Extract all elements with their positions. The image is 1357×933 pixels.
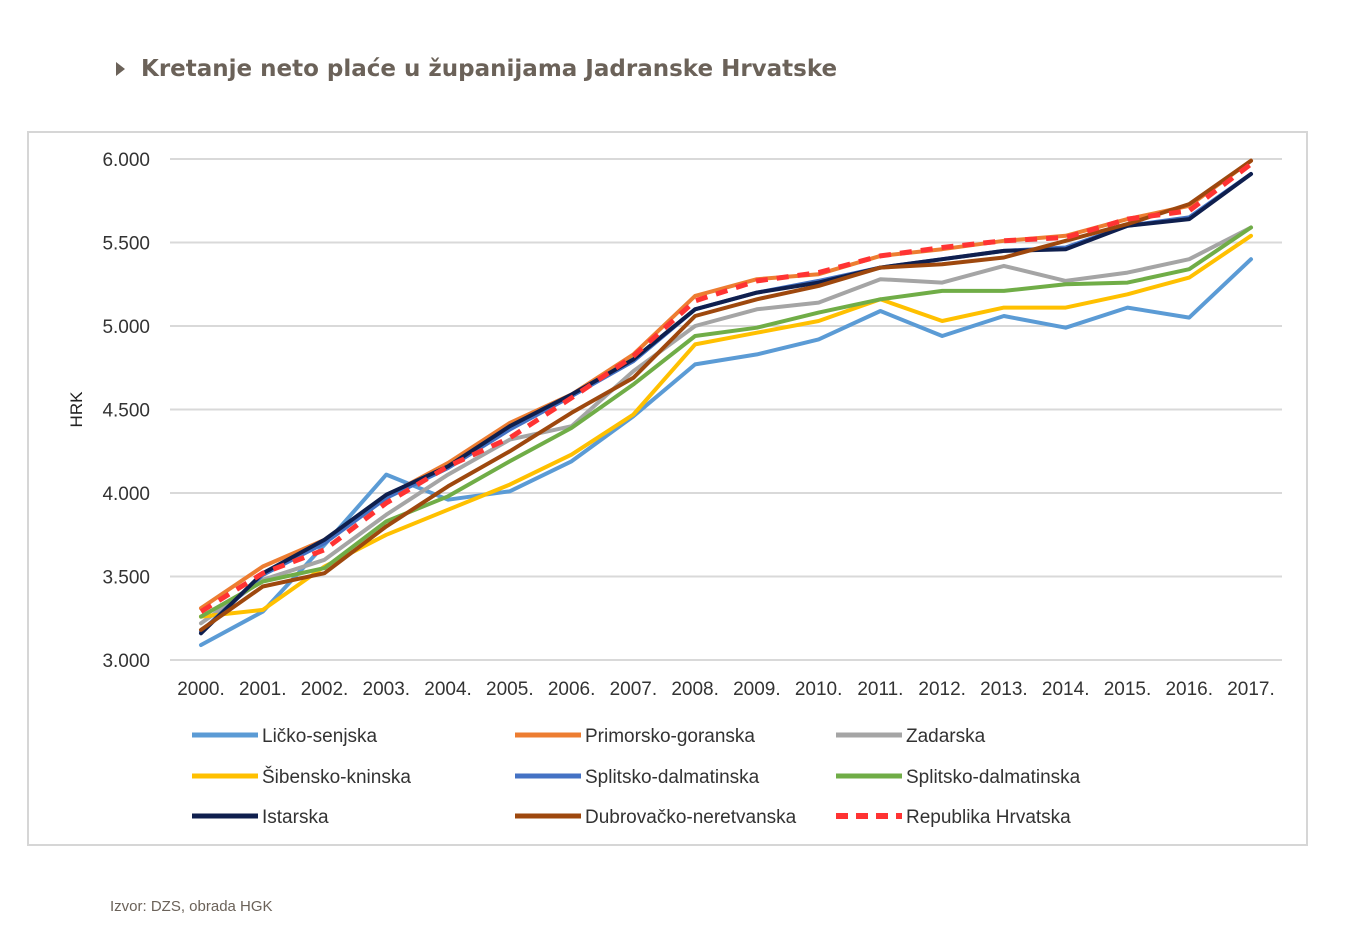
y-tick-label: 5.000 xyxy=(102,317,150,338)
y-tick-labels: 3.000 3.500 4.000 4.500 5.000 5.500 6.000 xyxy=(102,150,150,672)
x-tick-label: 2001. xyxy=(239,679,287,700)
series-lines xyxy=(199,158,1253,647)
legend: Ličko-senjska Primorsko-goranska Zadarska Š… xyxy=(192,726,1081,828)
page-title: Kretanje neto plaće u županijama Jadrans… xyxy=(141,56,838,82)
series-line-8 xyxy=(199,158,1253,632)
x-tick-label: 2016. xyxy=(1165,679,1213,700)
grid-lines xyxy=(170,158,1282,661)
x-tick-label: 2015. xyxy=(1104,679,1152,700)
legend-label: Ličko-senjska xyxy=(262,726,378,747)
y-tick-label: 6.000 xyxy=(102,150,150,171)
x-tick-label: 2011. xyxy=(857,679,903,700)
legend-label: Dubrovačko-neretvanska xyxy=(585,807,797,828)
series-line-7 xyxy=(199,172,1253,636)
x-tick-label: 2000. xyxy=(177,679,225,700)
x-tick-label: 2006. xyxy=(548,679,596,700)
y-tick-label: 5.500 xyxy=(102,234,150,255)
chart-frame xyxy=(27,131,1308,846)
series-line-3 xyxy=(199,225,1253,626)
x-tick-label: 2005. xyxy=(486,679,534,700)
x-tick-label: 2017. xyxy=(1227,679,1275,700)
x-tick-label: 2012. xyxy=(918,679,966,700)
legend-label: Šibensko-kninska xyxy=(262,766,411,788)
legend-label: Splitsko-dalmatinska xyxy=(585,767,760,788)
x-tick-label: 2008. xyxy=(671,679,719,700)
x-tick-labels: 2000. 2001. 2002. 2003. 2004. 2005. 2006. 2007.… xyxy=(177,679,1275,700)
y-tick-label: 4.000 xyxy=(102,484,150,505)
x-tick-label: 2007. xyxy=(610,679,658,700)
legend-label: Republika Hrvatska xyxy=(906,807,1071,828)
y-axis-label: HRK xyxy=(67,391,86,428)
source-note: Izvor: DZS, obrada HGK xyxy=(110,898,273,915)
x-tick-label: 2002. xyxy=(301,679,349,700)
chart-heading: Kretanje neto plaće u županijama Jadrans… xyxy=(116,56,837,82)
x-tick-label: 2009. xyxy=(733,679,781,700)
bullet-arrow-icon xyxy=(116,62,125,76)
legend-label: Istarska xyxy=(262,807,329,828)
series-line-4 xyxy=(199,233,1253,619)
x-tick-label: 2010. xyxy=(795,679,843,700)
x-tick-label: 2003. xyxy=(363,679,411,700)
x-tick-label: 2013. xyxy=(980,679,1028,700)
x-tick-label: 2014. xyxy=(1042,679,1090,700)
legend-label: Splitsko-dalmatinska xyxy=(906,767,1081,788)
legend-label: Zadarska xyxy=(906,726,986,747)
series-line-1 xyxy=(199,257,1253,647)
y-tick-label: 4.500 xyxy=(102,401,150,422)
y-tick-label: 3.000 xyxy=(102,651,150,672)
x-tick-label: 2004. xyxy=(424,679,472,700)
series-line-9 xyxy=(199,162,1253,614)
series-line-6 xyxy=(199,225,1253,619)
y-tick-label: 3.500 xyxy=(102,568,150,589)
legend-label: Primorsko-goranska xyxy=(585,726,755,747)
